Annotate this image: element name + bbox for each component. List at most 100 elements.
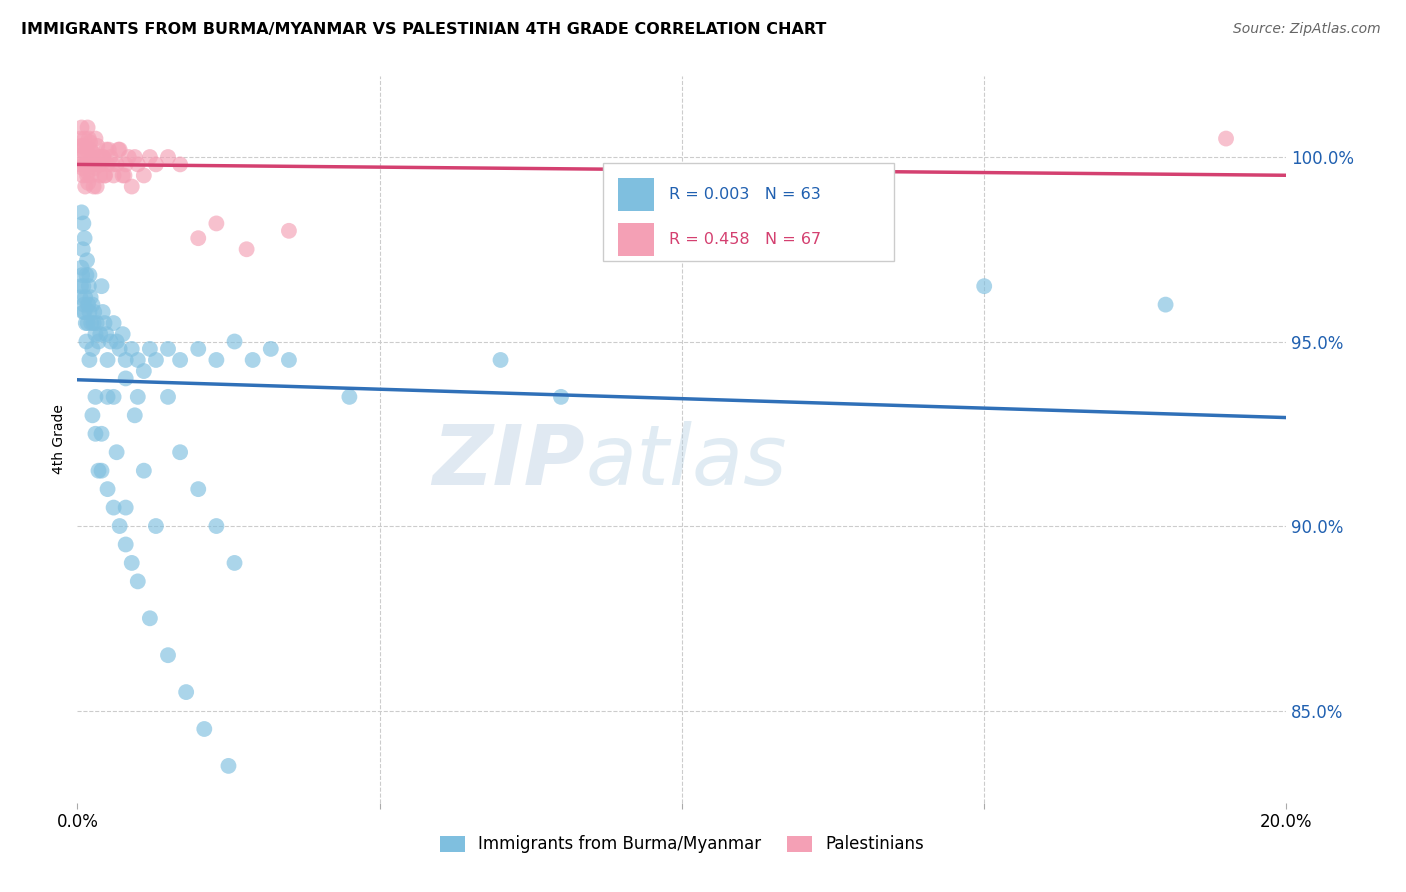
Point (973, 279, 995, 293)
Point (70, 260, 93, 275)
Point (77, 279, 100, 293)
Point (145, 157, 167, 171)
Point (80, 169, 103, 183)
Point (72, 242, 94, 256)
Point (114, 157, 136, 171)
Point (169, 353, 191, 368)
Y-axis label: 4th Grade: 4th Grade (52, 404, 66, 475)
Point (278, 224, 301, 238)
Point (127, 353, 149, 368)
Point (105, 334, 128, 349)
Point (114, 371, 136, 385)
Point (73, 297, 96, 311)
Point (77, 131, 100, 145)
Point (90, 464, 112, 478)
Point (121, 179, 143, 194)
Point (205, 216, 228, 230)
Point (93, 169, 115, 183)
Point (75, 157, 97, 171)
Text: R = 0.458   N = 67: R = 0.458 N = 67 (669, 232, 821, 247)
Point (105, 157, 128, 171)
FancyBboxPatch shape (603, 163, 894, 261)
Bar (617, 223, 654, 256)
Point (118, 150, 141, 164)
Point (77, 176, 100, 190)
Point (187, 231, 209, 245)
Point (205, 519, 228, 533)
Point (550, 390, 572, 404)
Point (90, 157, 112, 171)
Point (139, 342, 162, 356)
Point (83, 179, 105, 194)
Point (77, 297, 100, 311)
Point (91, 150, 114, 164)
Point (103, 390, 125, 404)
Point (72, 305, 94, 319)
Point (86, 179, 108, 194)
Point (96, 157, 118, 171)
Point (103, 500, 125, 515)
Point (89, 169, 111, 183)
Point (79, 143, 101, 157)
Point (75, 268, 97, 282)
Point (157, 150, 180, 164)
Point (83, 316, 105, 330)
Point (83, 161, 105, 175)
Bar (617, 178, 654, 211)
Text: IMMIGRANTS FROM BURMA/MYANMAR VS PALESTINIAN 4TH GRADE CORRELATION CHART: IMMIGRANTS FROM BURMA/MYANMAR VS PALESTI… (21, 22, 827, 37)
Point (114, 353, 136, 368)
Point (114, 169, 136, 183)
Point (145, 519, 167, 533)
Point (69, 157, 91, 171)
Point (127, 157, 149, 171)
Point (157, 648, 180, 663)
Point (111, 327, 134, 342)
Point (72, 216, 94, 230)
Point (84, 426, 107, 441)
Point (218, 759, 240, 773)
Point (75, 290, 97, 304)
Point (111, 169, 134, 183)
Point (339, 390, 360, 404)
Point (127, 390, 149, 404)
Point (242, 353, 264, 368)
Point (82, 409, 104, 423)
Point (76, 316, 98, 330)
Point (84, 390, 107, 404)
Point (489, 353, 512, 368)
Point (72, 161, 94, 175)
Point (132, 169, 155, 183)
Point (187, 482, 209, 496)
Point (76, 120, 98, 135)
Point (157, 390, 180, 404)
Point (70, 205, 93, 219)
Point (96, 353, 118, 368)
Point (205, 353, 228, 368)
Point (145, 353, 167, 368)
Point (94, 169, 117, 183)
Point (73, 231, 96, 245)
Point (82, 150, 104, 164)
Point (105, 445, 128, 459)
Point (69, 131, 91, 145)
Point (70, 150, 93, 164)
Point (121, 342, 143, 356)
Point (79, 353, 101, 368)
Point (108, 342, 131, 356)
Point (132, 364, 155, 378)
Point (260, 342, 283, 356)
Text: ZIP: ZIP (433, 421, 585, 501)
Point (103, 169, 125, 183)
Point (91, 305, 114, 319)
Point (84, 131, 107, 145)
Point (80, 153, 103, 168)
Point (72, 169, 94, 183)
Point (193, 722, 215, 736)
Point (169, 157, 191, 171)
Point (127, 574, 149, 589)
Point (82, 146, 104, 161)
Point (72, 279, 94, 293)
Point (86, 316, 108, 330)
Point (124, 409, 146, 423)
Point (1154, 297, 1177, 311)
